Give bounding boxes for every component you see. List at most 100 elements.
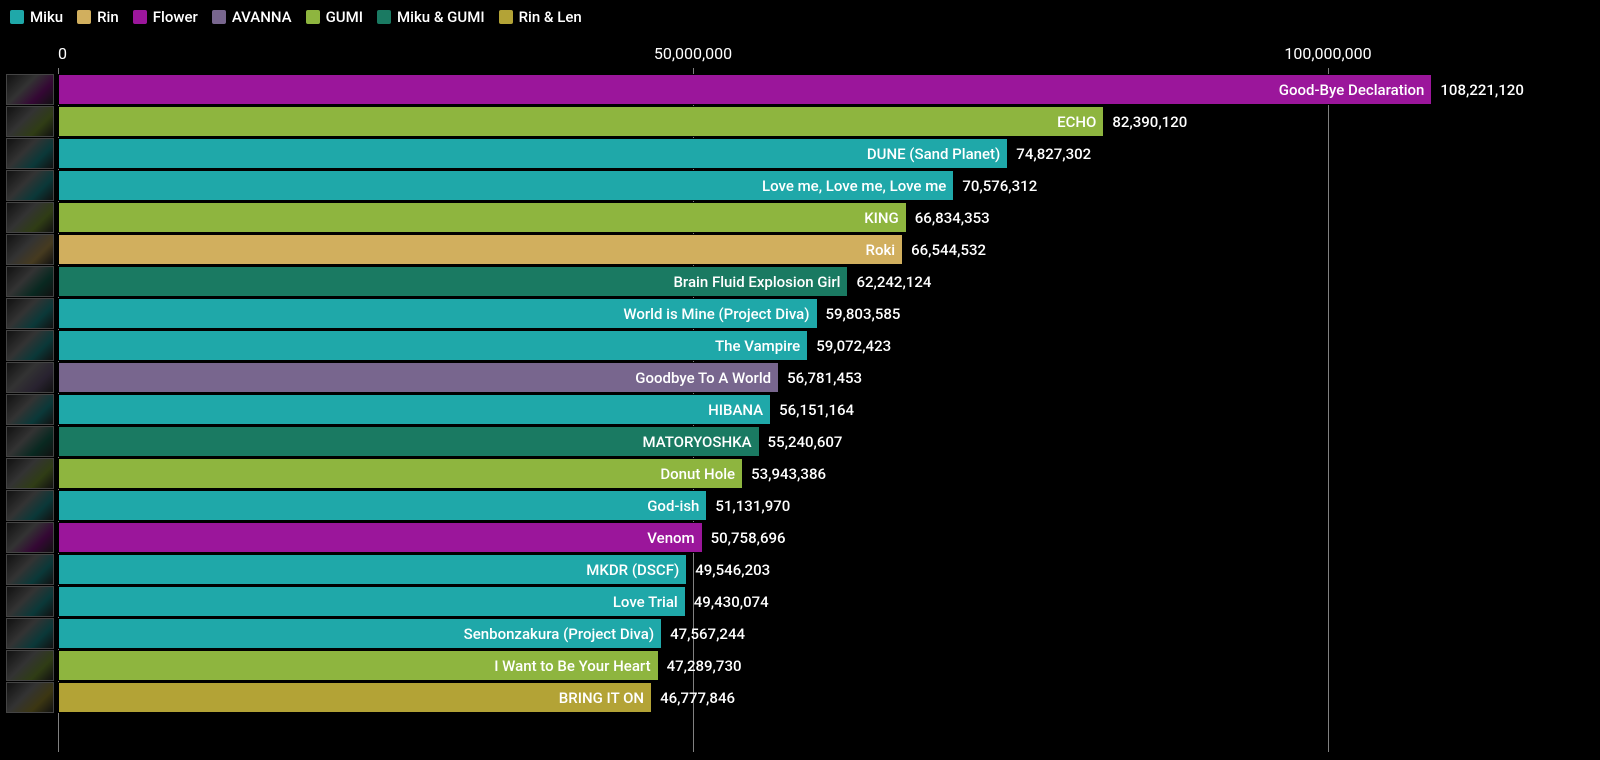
bar-value: 74,827,302 bbox=[1016, 145, 1091, 163]
bar-title: BRING IT ON bbox=[559, 689, 644, 707]
legend-swatch bbox=[377, 10, 391, 24]
bar-value: 108,221,120 bbox=[1440, 81, 1523, 99]
legend-swatch bbox=[10, 10, 24, 24]
bar bbox=[58, 490, 707, 521]
bar bbox=[58, 234, 903, 265]
bar-thumbnail bbox=[6, 586, 54, 617]
bar-row: Donut Hole 53,943,386 bbox=[58, 458, 1582, 489]
bar-row: Brain Fluid Explosion Girl 62,242,124 bbox=[58, 266, 1582, 297]
bar-row: MKDR (DSCF)49,546,203 bbox=[58, 554, 1582, 585]
bar-thumbnail bbox=[6, 298, 54, 329]
bars-container: Good-Bye Declaration 108,221,120 ECHO 82,39… bbox=[58, 74, 1582, 752]
bar-title: HIBANA bbox=[708, 401, 763, 419]
bar-thumbnail bbox=[6, 74, 54, 105]
bar-row: BRING IT ON46,777,846 bbox=[58, 682, 1582, 713]
bar-title: Donut Hole bbox=[660, 465, 735, 483]
bar-row: MATORYOSHKA55,240,607 bbox=[58, 426, 1582, 457]
axis-tick-label: 0 bbox=[58, 44, 67, 63]
legend-swatch bbox=[212, 10, 226, 24]
bar-value: 51,131,970 bbox=[715, 497, 790, 515]
bar-thumbnail bbox=[6, 522, 54, 553]
bar-thumbnail bbox=[6, 458, 54, 489]
bar-title: Goodbye To A World bbox=[635, 369, 771, 387]
bar-value: 49,430,074 bbox=[694, 593, 769, 611]
bar-thumbnail bbox=[6, 106, 54, 137]
bar-row: Venom50,758,696 bbox=[58, 522, 1582, 553]
bar-title: ECHO bbox=[1057, 113, 1096, 131]
bar-row: Goodbye To A World 56,781,453 bbox=[58, 362, 1582, 393]
bar-value: 66,834,353 bbox=[915, 209, 990, 227]
bar-thumbnail bbox=[6, 394, 54, 425]
legend-item-miku: Miku bbox=[10, 8, 63, 26]
bar-row: God-ish51,131,970 bbox=[58, 490, 1582, 521]
bar-thumbnail bbox=[6, 490, 54, 521]
bar-row: ECHO 82,390,120 bbox=[58, 106, 1582, 137]
bar-value: 47,567,244 bbox=[670, 625, 745, 643]
legend-label: AVANNA bbox=[232, 8, 292, 26]
bar-row: The Vampire59,072,423 bbox=[58, 330, 1582, 361]
legend-swatch bbox=[77, 10, 91, 24]
bar-title: Love me, Love me, Love me bbox=[762, 177, 946, 195]
bar-row: DUNE (Sand Planet) 74,827,302 bbox=[58, 138, 1582, 169]
bar-thumbnail bbox=[6, 170, 54, 201]
legend-swatch bbox=[499, 10, 513, 24]
bar-value: 56,781,453 bbox=[787, 369, 862, 387]
bar-title: Love Trial bbox=[613, 593, 678, 611]
bar-thumbnail bbox=[6, 682, 54, 713]
bar-value: 66,544,532 bbox=[911, 241, 986, 259]
bar-thumbnail bbox=[6, 330, 54, 361]
legend-item-miku_gumi: Miku & GUMI bbox=[377, 8, 485, 26]
legend-item-avanna: AVANNA bbox=[212, 8, 292, 26]
axis-tick-label: 100,000,000 bbox=[1284, 44, 1371, 63]
legend-item-flower: Flower bbox=[133, 8, 198, 26]
legend-label: Miku & GUMI bbox=[397, 8, 485, 26]
bar-title: Good-Bye Declaration bbox=[1279, 81, 1425, 99]
legend-label: GUMI bbox=[326, 8, 363, 26]
axis-tick-label: 50,000,000 bbox=[654, 44, 732, 63]
legend: Miku Rin Flower AVANNA GUMI Miku & GUMI Rin & … bbox=[0, 0, 1600, 32]
bar bbox=[58, 586, 686, 617]
bar-thumbnail bbox=[6, 618, 54, 649]
bar-value: 82,390,120 bbox=[1112, 113, 1187, 131]
bar-title: I Want to Be Your Heart bbox=[494, 657, 650, 675]
bar-value: 49,546,203 bbox=[695, 561, 770, 579]
bar-value: 56,151,164 bbox=[779, 401, 854, 419]
bar bbox=[58, 394, 771, 425]
legend-item-gumi: GUMI bbox=[306, 8, 363, 26]
bar-title: DUNE (Sand Planet) bbox=[867, 145, 1000, 163]
bar-title: Senbonzakura (Project Diva) bbox=[464, 625, 654, 643]
bar-thumbnail bbox=[6, 554, 54, 585]
chart-area: 0 50,000,000 100,000,000 Good-Bye Declarat… bbox=[58, 44, 1582, 752]
x-axis-labels: 0 50,000,000 100,000,000 bbox=[58, 44, 1582, 68]
bar-row: HIBANA 56,151,164 bbox=[58, 394, 1582, 425]
legend-label: Rin bbox=[97, 8, 119, 26]
bar-thumbnail bbox=[6, 202, 54, 233]
legend-label: Miku bbox=[30, 8, 63, 26]
bar-row: Love Trial 49,430,074 bbox=[58, 586, 1582, 617]
bar-value: 59,803,585 bbox=[826, 305, 901, 323]
bar-value: 55,240,607 bbox=[768, 433, 843, 451]
bar bbox=[58, 138, 1008, 169]
bar-title: KING bbox=[864, 209, 899, 227]
bar-value: 53,943,386 bbox=[751, 465, 826, 483]
bar-row: I Want to Be Your Heart47,289,730 bbox=[58, 650, 1582, 681]
bar-row: World is Mine (Project Diva) 59,803,585 bbox=[58, 298, 1582, 329]
bar-row: Love me, Love me, Love me70,576,312 bbox=[58, 170, 1582, 201]
bar-value: 62,242,124 bbox=[856, 273, 931, 291]
legend-label: Rin & Len bbox=[519, 8, 582, 26]
bar-thumbnail bbox=[6, 266, 54, 297]
bar-title: World is Mine (Project Diva) bbox=[623, 305, 809, 323]
bar-title: The Vampire bbox=[715, 337, 800, 355]
bar-row: KING 66,834,353 bbox=[58, 202, 1582, 233]
legend-swatch bbox=[133, 10, 147, 24]
bar-thumbnail bbox=[6, 234, 54, 265]
legend-label: Flower bbox=[153, 8, 198, 26]
bar bbox=[58, 458, 743, 489]
bar-title: Brain Fluid Explosion Girl bbox=[673, 273, 840, 291]
bar-thumbnail bbox=[6, 362, 54, 393]
bar-thumbnail bbox=[6, 426, 54, 457]
legend-item-rin: Rin bbox=[77, 8, 119, 26]
bar bbox=[58, 74, 1432, 105]
legend-item-rin_len: Rin & Len bbox=[499, 8, 582, 26]
bar-title: Roki bbox=[866, 241, 896, 259]
